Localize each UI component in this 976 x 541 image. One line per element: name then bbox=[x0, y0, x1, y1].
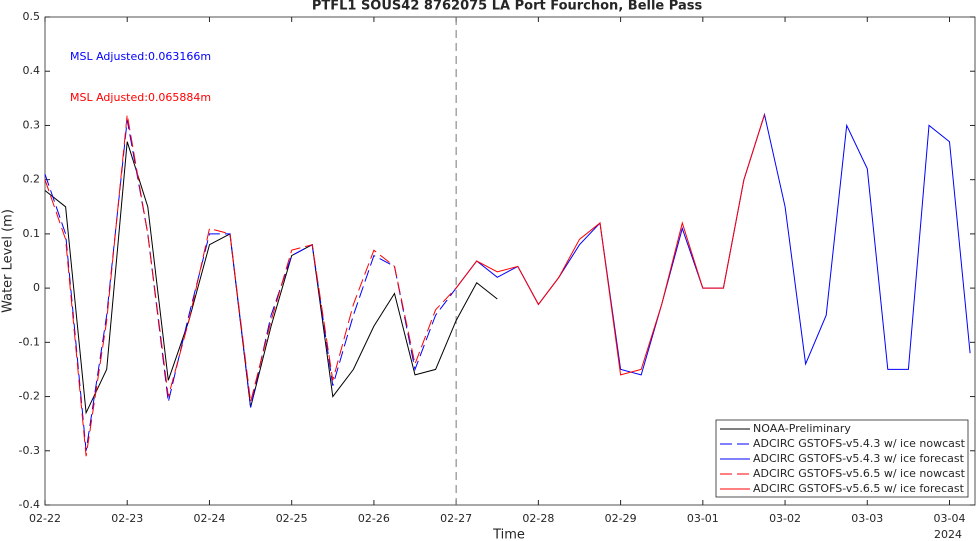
legend-label: ADCIRC GSTOFS-v5.6.5 w/ ice nowcast bbox=[753, 467, 966, 480]
x-tick-label: 02-26 bbox=[358, 512, 390, 525]
y-tick-label: 0.3 bbox=[23, 118, 41, 131]
y-tick-label: -0.3 bbox=[19, 444, 40, 457]
year-label: 2024 bbox=[934, 528, 962, 541]
legend-label: ADCIRC GSTOFS-v5.4.3 w/ ice nowcast bbox=[753, 437, 966, 450]
x-tick-label: 02-27 bbox=[440, 512, 472, 525]
x-tick-label: 02-22 bbox=[29, 512, 61, 525]
x-tick-label: 03-01 bbox=[687, 512, 719, 525]
annotation: MSL Adjusted:0.065884m bbox=[70, 91, 211, 104]
y-tick-label: 0.2 bbox=[23, 173, 41, 186]
series-line bbox=[44, 114, 457, 457]
y-tick-label: 0.4 bbox=[23, 64, 41, 77]
y-tick-label: 0.5 bbox=[23, 10, 41, 23]
series-line bbox=[455, 114, 765, 376]
chart-title: PTFL1 SOUS42 8762075 LA Port Fourchon, B… bbox=[312, 0, 703, 14]
series-line bbox=[44, 119, 457, 451]
y-tick-label: -0.2 bbox=[19, 390, 40, 403]
series-line bbox=[44, 141, 498, 415]
legend-label: ADCIRC GSTOFS-v5.6.5 w/ ice forecast bbox=[753, 482, 965, 495]
x-tick-label: 03-03 bbox=[851, 512, 883, 525]
annotation: MSL Adjusted:0.063166m bbox=[70, 50, 211, 63]
x-tick-label: 02-24 bbox=[193, 512, 225, 525]
y-tick-label: -0.1 bbox=[19, 335, 40, 348]
x-tick-label: 03-02 bbox=[769, 512, 801, 525]
legend-label: ADCIRC GSTOFS-v5.4.3 w/ ice forecast bbox=[753, 452, 965, 465]
x-axis-label: Time bbox=[492, 528, 525, 541]
y-axis-label: Water Level (m) bbox=[1, 209, 16, 313]
x-tick-label: 02-29 bbox=[605, 512, 637, 525]
legend-label: NOAA-Preliminary bbox=[753, 422, 851, 435]
y-tick-label: 0.1 bbox=[23, 227, 41, 240]
x-tick-label: 02-25 bbox=[276, 512, 308, 525]
x-tick-label: 02-28 bbox=[522, 512, 554, 525]
legend-box bbox=[715, 419, 969, 498]
x-tick-label: 03-04 bbox=[934, 512, 966, 525]
y-tick-label: -0.4 bbox=[19, 498, 40, 511]
y-tick-label: 0 bbox=[33, 281, 40, 294]
x-tick-label: 02-23 bbox=[111, 512, 143, 525]
